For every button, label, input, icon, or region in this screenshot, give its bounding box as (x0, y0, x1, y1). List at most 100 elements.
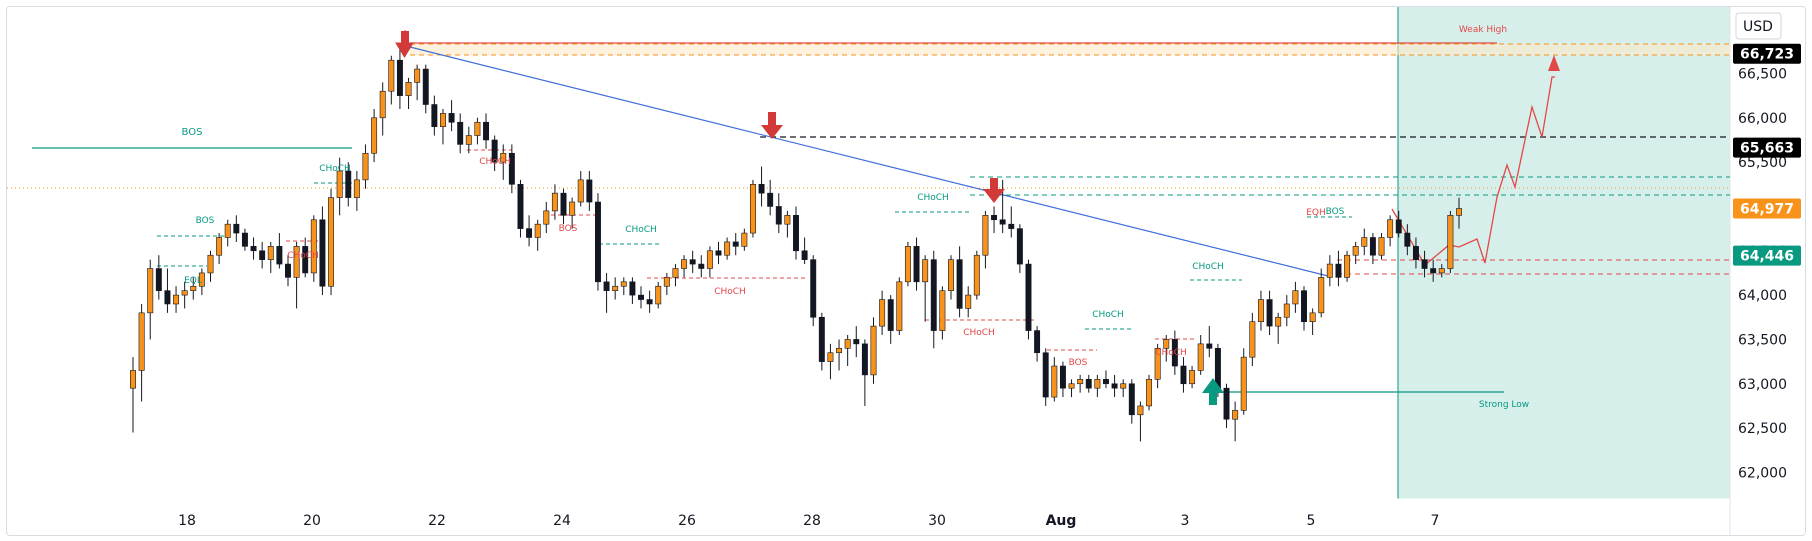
candle-body (930, 259, 937, 331)
candle-body (594, 201, 601, 283)
candle-body (310, 219, 317, 274)
candle-body (1189, 370, 1196, 385)
candle-body (302, 246, 309, 274)
candle-body (1412, 246, 1419, 260)
candle-body (448, 113, 455, 123)
time-tick-label: 7 (1431, 513, 1440, 529)
candle-body (810, 259, 817, 318)
time-tick-label: 5 (1307, 513, 1316, 529)
candle-body (267, 246, 274, 260)
candle-body (749, 183, 756, 234)
candle-body (715, 250, 722, 256)
price-tick-label: 63,500 (1738, 332, 1787, 348)
candle-body (517, 183, 524, 229)
price-badge-label: 65,663 (1740, 141, 1794, 157)
candle-body (896, 281, 903, 331)
candle-body (285, 263, 291, 278)
candle-body (241, 232, 248, 247)
candle-body (861, 343, 868, 376)
candle-body (457, 121, 464, 145)
mid-arrow-stem (768, 112, 776, 126)
candle-body (1352, 246, 1359, 256)
annotation-label: BOS (559, 224, 578, 234)
annotation-label: CHoCH (287, 251, 319, 261)
time-tick-label: 20 (303, 513, 321, 529)
candle-body (362, 152, 369, 181)
candle-body (681, 259, 688, 269)
candle-body (1120, 383, 1127, 389)
time-tick-label: 18 (178, 513, 196, 529)
candle-body (345, 170, 352, 198)
candle-body (1077, 379, 1084, 385)
time-tick-label: 28 (803, 513, 821, 529)
candle-body (638, 294, 644, 300)
candle-body (1430, 268, 1437, 274)
annotation-label: EQL (184, 276, 202, 286)
mid-arrow-icon (761, 125, 783, 139)
candle-body (1163, 339, 1170, 349)
price-badge-label: 64,446 (1740, 249, 1794, 265)
candle-body (1154, 347, 1161, 380)
time-tick-label: 30 (928, 513, 946, 529)
annotation-label: CHoCH (1092, 310, 1124, 320)
currency-selector[interactable]: USD (1735, 12, 1782, 40)
candle-body (999, 219, 1006, 225)
price-badge-label: 64,977 (1740, 201, 1794, 217)
candle-body (1257, 299, 1264, 323)
candle-body (1128, 383, 1135, 416)
candle-body (775, 206, 782, 225)
bos-main-label: BOS (182, 127, 203, 138)
low-arrow-stem (1209, 392, 1217, 405)
candle-body (1301, 290, 1307, 323)
candle-body (336, 170, 343, 198)
candle-body (465, 135, 472, 145)
price-badge: 66,723 (1733, 43, 1801, 64)
candle-body (767, 192, 774, 207)
candle-body (655, 285, 662, 305)
candle-body (603, 281, 610, 291)
candle-body (1318, 277, 1325, 314)
candle-body (689, 259, 696, 265)
candle-body (1249, 321, 1256, 358)
candle-body (1051, 365, 1058, 398)
candle-body (672, 268, 679, 278)
candle-body (155, 268, 162, 291)
candle-body (1266, 299, 1273, 327)
candle-body (887, 299, 894, 331)
candle-body (569, 201, 576, 216)
candle-body (1034, 330, 1041, 354)
candle-body (982, 215, 989, 256)
candle-body (164, 290, 171, 305)
high-arrow-stem (401, 31, 409, 47)
annotation-label: BOS (196, 216, 215, 226)
annotation-label: CHoCH (917, 193, 949, 203)
candle-body (1361, 237, 1368, 247)
candle-body (526, 228, 533, 238)
candle-body (741, 232, 748, 247)
candle-body (1369, 237, 1376, 256)
candle-body (724, 241, 731, 256)
candle-body (181, 290, 188, 296)
candle-body (276, 246, 283, 265)
candle-body (551, 192, 558, 212)
candle-body (646, 299, 653, 305)
candle-body (879, 299, 886, 327)
time-tick-label: Aug (1046, 513, 1077, 529)
candle-body (913, 246, 920, 283)
candle-body (1292, 290, 1299, 305)
candle-body (1171, 339, 1178, 367)
candle-body (1421, 259, 1428, 269)
candle-body (1335, 263, 1342, 278)
candle-body (991, 215, 998, 221)
candle-body (173, 294, 180, 305)
candle-body (922, 259, 929, 283)
candle-body (1223, 387, 1230, 420)
chart-svg[interactable]: Weak High Strong Low BOS CHoCH BOS EQL C… (7, 7, 1805, 535)
low-arrow-icon (1202, 378, 1224, 393)
candle-body (706, 250, 713, 269)
candle-body (956, 259, 963, 309)
candle-body (1344, 254, 1351, 278)
right-arrow-stem (990, 178, 998, 190)
candle-body (147, 268, 154, 314)
candle-body (629, 281, 636, 296)
